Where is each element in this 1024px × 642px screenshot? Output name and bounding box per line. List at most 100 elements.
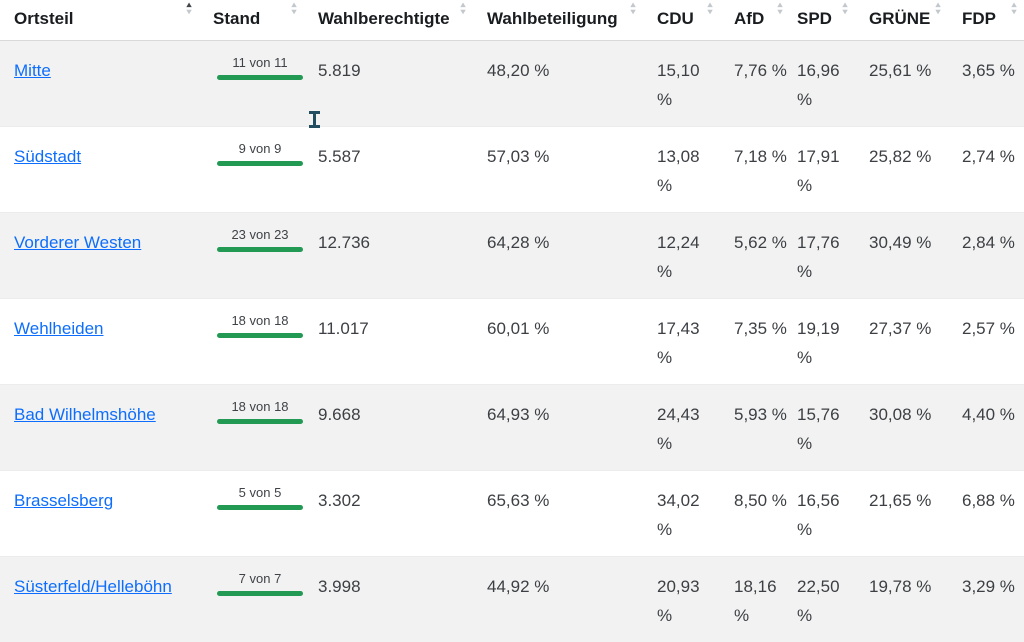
cell-stand: 9 von 9 bbox=[199, 127, 304, 213]
district-link[interactable]: Südstadt bbox=[14, 147, 81, 166]
cell-cdu: 24,43 % bbox=[643, 385, 720, 471]
column-header-cdu[interactable]: CDU ▴▾ bbox=[643, 0, 720, 41]
cell-gruene: 25,61 % bbox=[855, 41, 948, 127]
column-header-stand[interactable]: Stand ▴▾ bbox=[199, 0, 304, 41]
cell-fdp: 2,84 % bbox=[948, 213, 1024, 299]
cell-wahlberechtigte: 3.302 bbox=[304, 471, 473, 557]
district-link[interactable]: Süsterfeld/Helleböhn bbox=[14, 577, 172, 596]
cell-cdu: 15,10 % bbox=[643, 41, 720, 127]
cell-ortsteil: Vorderer Westen bbox=[0, 213, 199, 299]
column-header-gruene[interactable]: GRÜNE ▴▾ bbox=[855, 0, 948, 41]
column-header-fdp[interactable]: FDP▴▾ bbox=[948, 0, 1024, 41]
progress-bar bbox=[217, 419, 303, 424]
column-label: CDU bbox=[657, 9, 694, 28]
sort-arrows-icon[interactable]: ▴▾ bbox=[843, 1, 847, 15]
column-header-wahlbeteiligung[interactable]: Wahlbeteiligung ▴▾ bbox=[473, 0, 643, 41]
district-link[interactable]: Wehlheiden bbox=[14, 319, 103, 338]
cell-spd: 16,56 % bbox=[790, 471, 855, 557]
reporting-status-label: 7 von 7 bbox=[217, 570, 303, 587]
district-link[interactable]: Vorderer Westen bbox=[14, 233, 141, 252]
table-header-row: Ortsteil▴▾Stand▴▾Wahlberechtigte▴▾Wahlbe… bbox=[0, 0, 1024, 41]
sort-arrows-icon[interactable]: ▴▾ bbox=[187, 1, 191, 15]
cell-spd: 16,96 % bbox=[790, 41, 855, 127]
cell-wahlberechtigte: 11.017 bbox=[304, 299, 473, 385]
cell-spd: 15,76 % bbox=[790, 385, 855, 471]
cell-spd: 17,76 % bbox=[790, 213, 855, 299]
cell-fdp: 3,29 % bbox=[948, 557, 1024, 642]
cell-afd: 8,50 % bbox=[720, 471, 790, 557]
sort-arrows-icon[interactable]: ▴▾ bbox=[778, 1, 782, 15]
column-label: GRÜNE bbox=[869, 9, 930, 28]
column-header-wahlberechtigte[interactable]: Wahlberechtigte ▴▾ bbox=[304, 0, 473, 41]
cell-wahlberechtigte: 9.668 bbox=[304, 385, 473, 471]
reporting-status: 18 von 18 bbox=[217, 398, 303, 424]
cell-gruene: 27,37 % bbox=[855, 299, 948, 385]
district-link[interactable]: Mitte bbox=[14, 61, 51, 80]
district-link[interactable]: Bad Wilhelmshöhe bbox=[14, 405, 156, 424]
column-label: SPD bbox=[797, 9, 832, 28]
cell-cdu: 20,93 % bbox=[643, 557, 720, 642]
cell-fdp: 3,65 % bbox=[948, 41, 1024, 127]
reporting-status: 23 von 23 bbox=[217, 226, 303, 252]
cell-spd: 17,91 % bbox=[790, 127, 855, 213]
cell-afd: 7,76 % bbox=[720, 41, 790, 127]
reporting-status-label: 18 von 18 bbox=[217, 312, 303, 329]
sort-arrows-icon[interactable]: ▴▾ bbox=[292, 1, 296, 15]
cell-afd: 7,18 % bbox=[720, 127, 790, 213]
cell-afd: 5,93 % bbox=[720, 385, 790, 471]
progress-bar bbox=[217, 333, 303, 338]
column-header-afd[interactable]: AfD ▴▾ bbox=[720, 0, 790, 41]
column-label: Stand bbox=[213, 9, 260, 28]
cell-ortsteil: Wehlheiden bbox=[0, 299, 199, 385]
column-label: AfD bbox=[734, 9, 764, 28]
cell-spd: 22,50 % bbox=[790, 557, 855, 642]
cell-spd: 19,19 % bbox=[790, 299, 855, 385]
sort-arrows-icon[interactable]: ▴▾ bbox=[461, 1, 465, 15]
reporting-status-label: 9 von 9 bbox=[217, 140, 303, 157]
reporting-status-label: 23 von 23 bbox=[217, 226, 303, 243]
column-header-spd[interactable]: SPD ▴▾ bbox=[790, 0, 855, 41]
column-header-ortsteil[interactable]: Ortsteil ▴▾ bbox=[0, 0, 199, 41]
cell-wahlbeteiligung: 64,28 % bbox=[473, 213, 643, 299]
cell-ortsteil: Brasselsberg bbox=[0, 471, 199, 557]
cell-wahlberechtigte: 5.819 bbox=[304, 41, 473, 127]
cell-gruene: 30,08 % bbox=[855, 385, 948, 471]
cell-fdp: 2,57 % bbox=[948, 299, 1024, 385]
cell-cdu: 17,43 % bbox=[643, 299, 720, 385]
text-cursor-icon bbox=[308, 111, 321, 129]
cell-cdu: 34,02 % bbox=[643, 471, 720, 557]
cell-ortsteil: Bad Wilhelmshöhe bbox=[0, 385, 199, 471]
cell-afd: 5,62 % bbox=[720, 213, 790, 299]
column-label: Ortsteil bbox=[14, 9, 74, 28]
cell-stand: 7 von 7 bbox=[199, 557, 304, 642]
cell-ortsteil: Südstadt bbox=[0, 127, 199, 213]
reporting-status: 7 von 7 bbox=[217, 570, 303, 596]
cell-wahlbeteiligung: 44,92 % bbox=[473, 557, 643, 642]
column-label: Wahlbeteiligung bbox=[487, 9, 618, 28]
sort-arrows-icon[interactable]: ▴▾ bbox=[631, 1, 635, 15]
cell-gruene: 19,78 % bbox=[855, 557, 948, 642]
progress-bar bbox=[217, 161, 303, 166]
cell-cdu: 12,24 % bbox=[643, 213, 720, 299]
cell-ortsteil: Süsterfeld/Helleböhn bbox=[0, 557, 199, 642]
sort-arrows-icon[interactable]: ▴▾ bbox=[1012, 1, 1016, 15]
cell-wahlbeteiligung: 57,03 % bbox=[473, 127, 643, 213]
district-link[interactable]: Brasselsberg bbox=[14, 491, 113, 510]
column-label: Wahlberechtigte bbox=[318, 9, 450, 28]
cell-fdp: 2,74 % bbox=[948, 127, 1024, 213]
cell-stand: 23 von 23 bbox=[199, 213, 304, 299]
cell-afd: 7,35 % bbox=[720, 299, 790, 385]
sort-arrows-icon[interactable]: ▴▾ bbox=[708, 1, 712, 15]
cell-wahlbeteiligung: 48,20 % bbox=[473, 41, 643, 127]
cell-wahlberechtigte: 5.587 bbox=[304, 127, 473, 213]
sort-arrows-icon[interactable]: ▴▾ bbox=[936, 1, 940, 15]
reporting-status-label: 11 von 11 bbox=[217, 54, 303, 71]
reporting-status: 9 von 9 bbox=[217, 140, 303, 166]
progress-bar bbox=[217, 75, 303, 80]
cell-stand: 18 von 18 bbox=[199, 385, 304, 471]
